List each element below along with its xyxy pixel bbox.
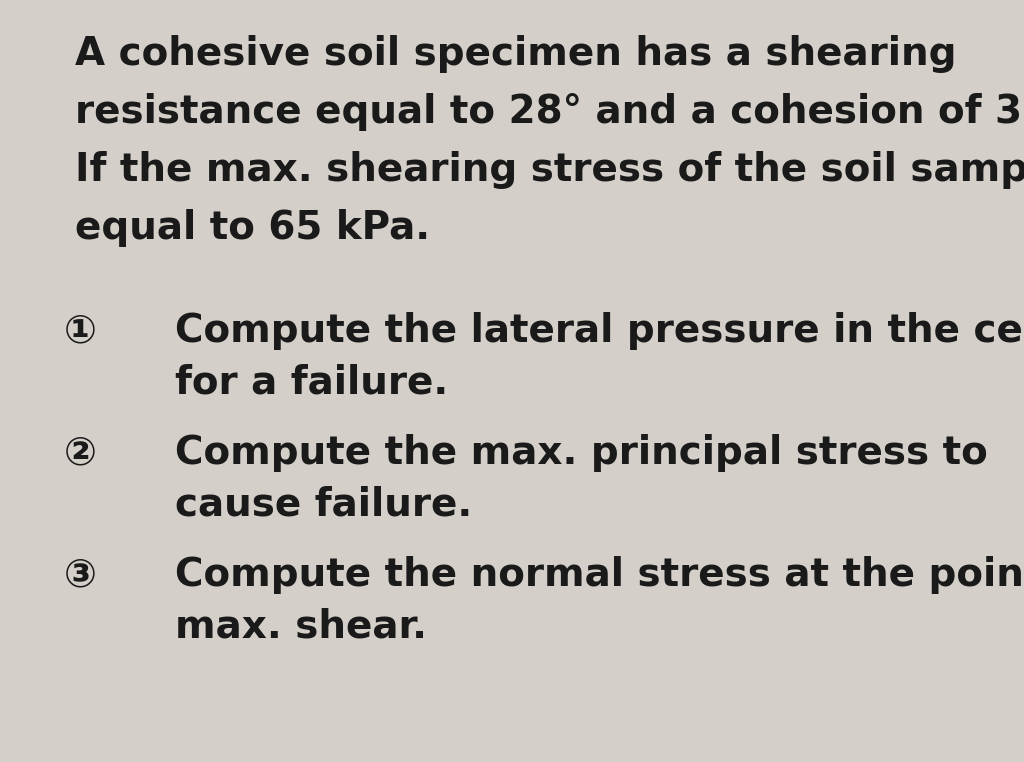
Text: If the max. shearing stress of the soil sample is: If the max. shearing stress of the soil … [75, 151, 1024, 189]
Text: ①: ① [63, 312, 96, 350]
Text: for a failure.: for a failure. [175, 364, 449, 402]
Text: A cohesive soil specimen has a shearing: A cohesive soil specimen has a shearing [75, 35, 956, 73]
Text: equal to 65 kPa.: equal to 65 kPa. [75, 209, 430, 247]
Text: Compute the normal stress at the point of: Compute the normal stress at the point o… [175, 556, 1024, 594]
Text: ③: ③ [63, 556, 96, 594]
Text: max. shear.: max. shear. [175, 608, 427, 646]
Text: ②: ② [63, 434, 96, 472]
Text: cause failure.: cause failure. [175, 486, 472, 524]
Text: Compute the max. principal stress to: Compute the max. principal stress to [175, 434, 988, 472]
Text: resistance equal to 28° and a cohesion of 31.: resistance equal to 28° and a cohesion o… [75, 93, 1024, 131]
Text: Compute the lateral pressure in the cell: Compute the lateral pressure in the cell [175, 312, 1024, 350]
